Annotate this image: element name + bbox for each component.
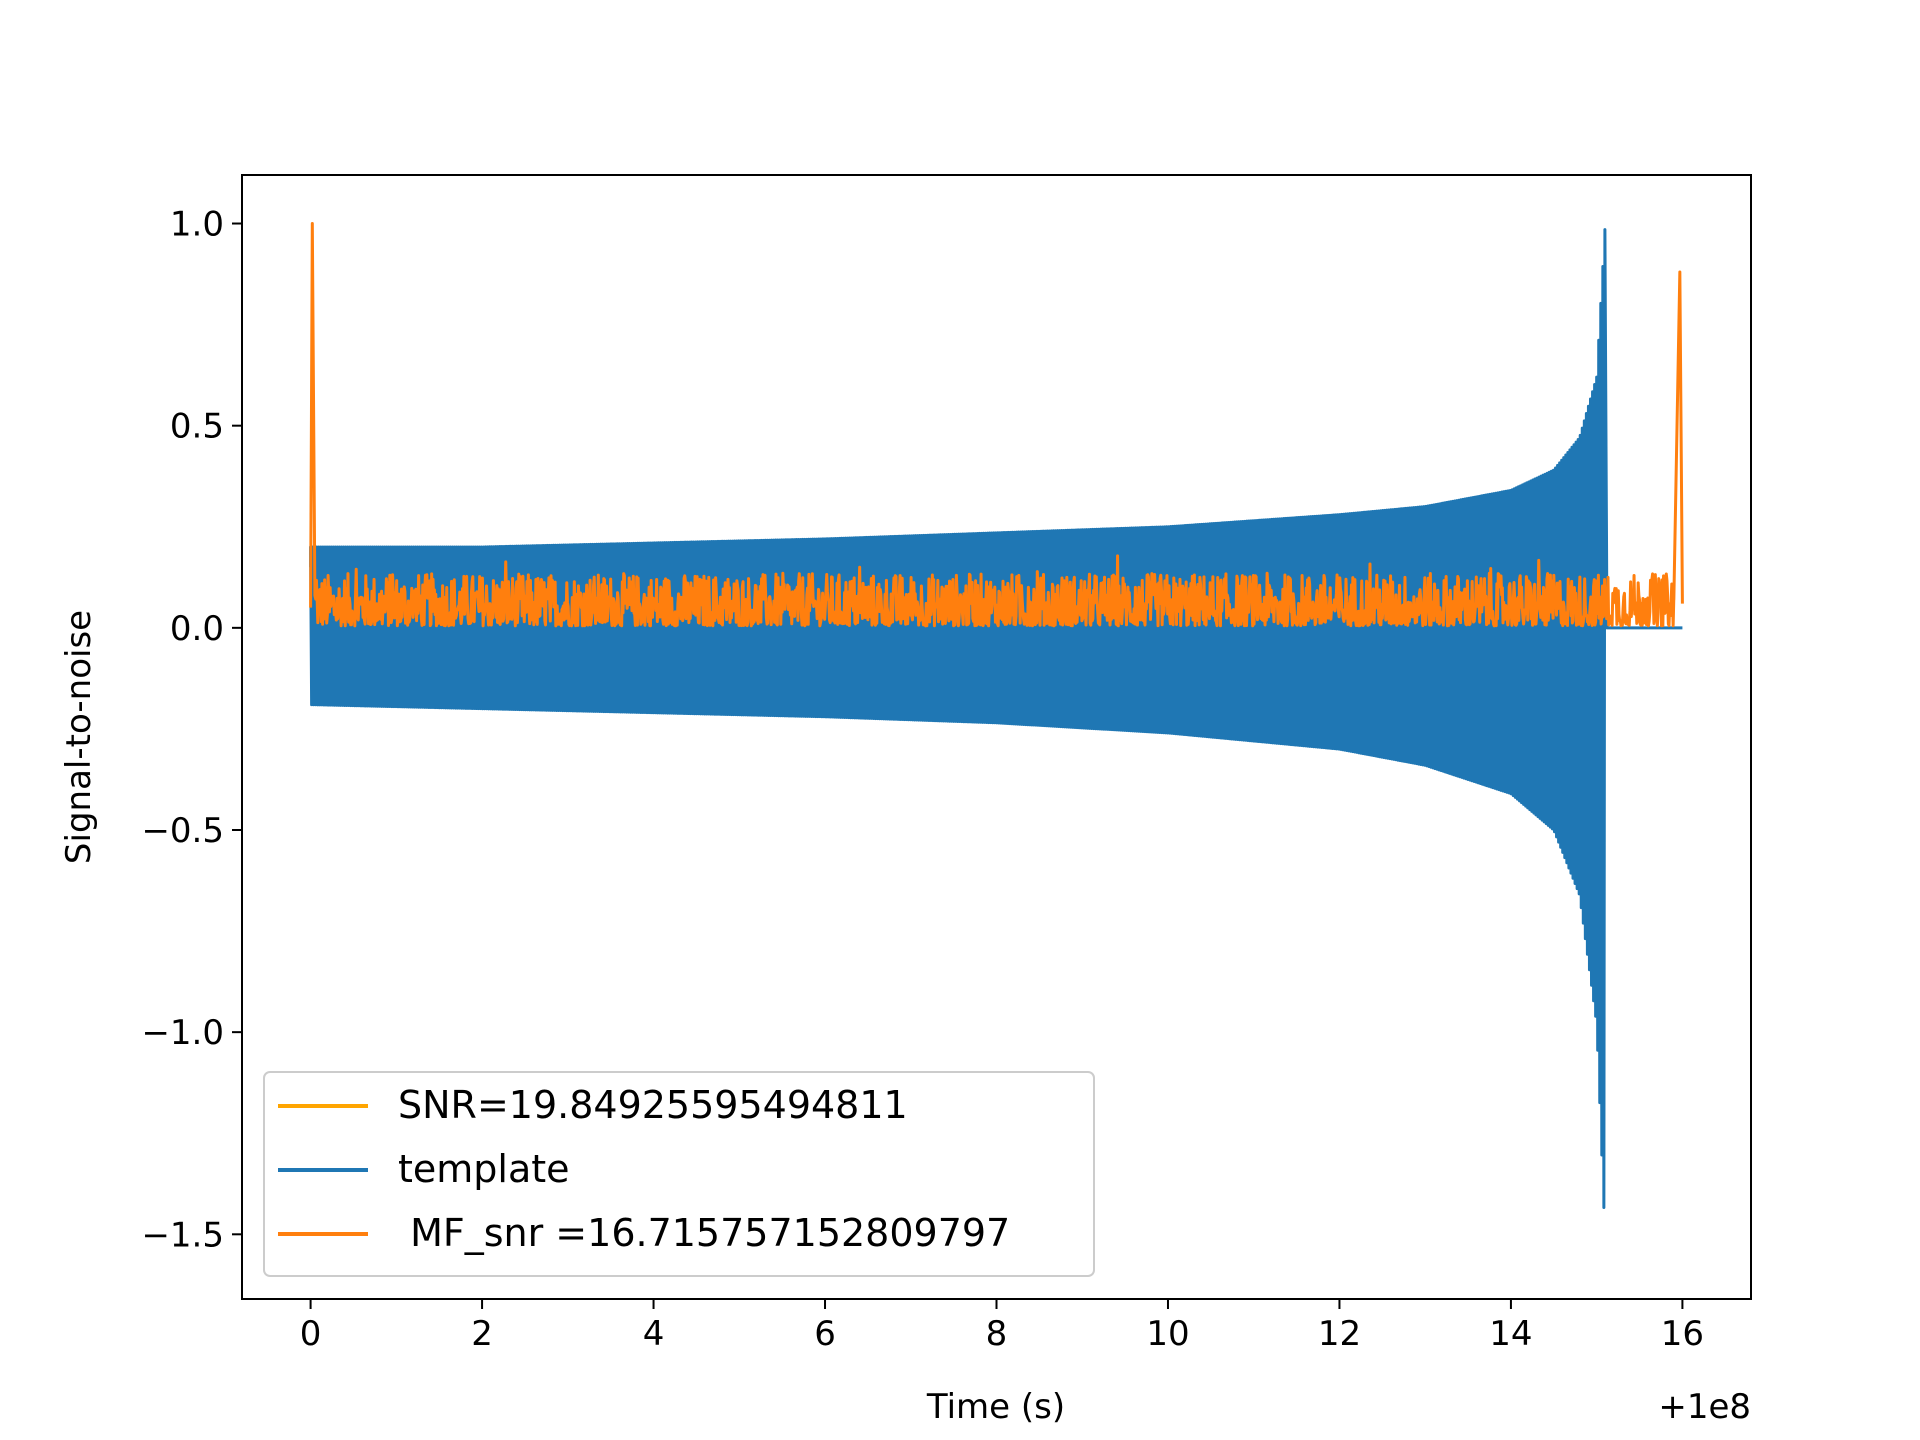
- legend-label-0: SNR=19.84925595494811: [398, 1083, 908, 1127]
- x-tick-label: 2: [471, 1314, 493, 1354]
- x-tick-label: 6: [814, 1314, 836, 1354]
- y-tick-label: 0.5: [170, 407, 224, 447]
- x-offset-label: +1e8: [1658, 1387, 1751, 1427]
- x-tick-label: 8: [986, 1314, 1008, 1354]
- legend-label-2: MF_snr =16.715757152809797: [398, 1211, 1010, 1255]
- y-tick-label: 0.0: [170, 609, 224, 649]
- x-axis-label: Time (s): [926, 1387, 1065, 1427]
- series-template-line: [309, 228, 1683, 1209]
- legend: SNR=19.84925595494811 template MF_snr =16…: [263, 1071, 1095, 1277]
- legend-frame: [263, 1071, 1095, 1277]
- x-tick-label: 10: [1146, 1314, 1189, 1354]
- y-tick-label: −0.5: [141, 811, 224, 851]
- x-tick-label: 0: [300, 1314, 322, 1354]
- y-tick-label: 1.0: [170, 205, 224, 245]
- y-tick-label: −1.5: [141, 1215, 224, 1255]
- y-tick-label: −1.0: [141, 1013, 224, 1053]
- legend-label-1: template: [398, 1147, 570, 1191]
- series-mf-snr-line: [309, 222, 1684, 628]
- y-axis-label: Signal-to-noise: [59, 610, 99, 864]
- x-tick-label: 4: [643, 1314, 665, 1354]
- x-tick-label: 12: [1318, 1314, 1361, 1354]
- x-tick-label: 14: [1489, 1314, 1532, 1354]
- x-tick-label: 16: [1661, 1314, 1704, 1354]
